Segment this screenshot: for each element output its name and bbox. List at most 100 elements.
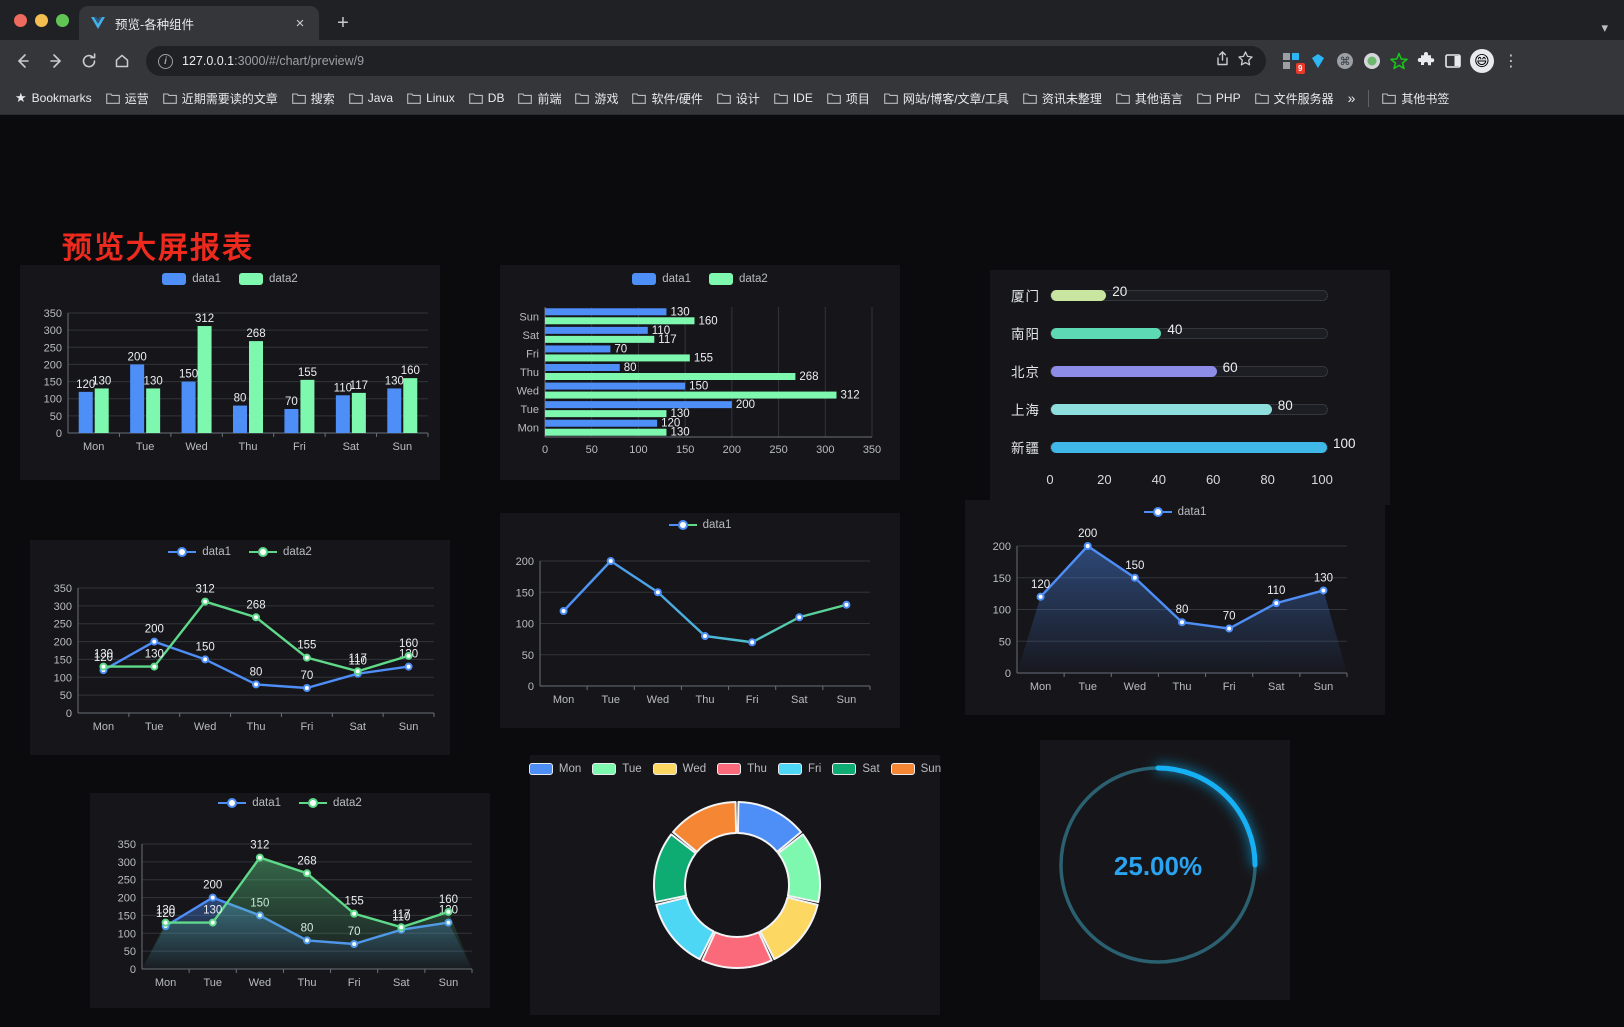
legend-item[interactable]: Tue <box>592 763 642 775</box>
bookmark-folder[interactable]: 资讯未整理 <box>1016 86 1109 111</box>
bookmarks-root[interactable]: ★ Bookmarks <box>8 86 99 110</box>
pie-slice[interactable] <box>701 931 773 969</box>
legend-item[interactable]: Mon <box>528 763 581 775</box>
legend-item-data1[interactable]: data1 <box>632 273 691 285</box>
data-point[interactable] <box>252 613 260 622</box>
bar[interactable] <box>146 388 161 433</box>
bar[interactable] <box>351 392 366 433</box>
bar[interactable] <box>545 354 690 362</box>
bookmark-folder[interactable]: PHP <box>1190 87 1248 109</box>
close-window-button[interactable] <box>14 13 27 27</box>
bookmark-folder[interactable]: 设计 <box>710 86 767 111</box>
chart-donut[interactable] <box>530 775 940 1000</box>
legend-item-data1[interactable]: data1 <box>668 519 731 531</box>
chart-area-single[interactable]: 0 50 100 150 200 Mon Tue Wed Thu Fri Sat Sun 120 200 1… <box>965 518 1385 708</box>
chart-line-dual[interactable]: 0 50 100 150 200 250 300 350 Mon Tue Wed Thu Fri Sat S… <box>30 558 450 748</box>
bar[interactable] <box>545 345 611 353</box>
chart-bar-vertical[interactable]: 050100150200250300350Mon120130Tue200130W… <box>20 285 440 470</box>
data-point[interactable] <box>748 638 757 647</box>
sidepanel-icon[interactable] <box>1443 51 1463 71</box>
back-button[interactable] <box>8 46 38 76</box>
data-point[interactable] <box>161 918 170 927</box>
bookmark-folder[interactable]: 运营 <box>99 86 156 111</box>
data-point[interactable] <box>350 909 359 918</box>
bar[interactable] <box>545 373 796 380</box>
bar[interactable] <box>94 388 109 433</box>
legend-item[interactable]: Sat <box>832 763 880 775</box>
maximize-window-button[interactable] <box>56 13 69 27</box>
green-star-icon[interactable] <box>1389 51 1409 71</box>
home-button[interactable] <box>107 46 137 76</box>
bar[interactable] <box>197 326 212 433</box>
legend-item[interactable]: Wed <box>652 763 706 775</box>
diamond-icon[interactable] <box>1308 51 1328 71</box>
bar[interactable] <box>545 364 620 371</box>
legend-item-data2[interactable]: data2 <box>709 273 768 285</box>
pie-slice[interactable] <box>777 833 821 904</box>
progress-track[interactable]: 40 <box>1050 322 1328 339</box>
bar[interactable] <box>545 391 837 399</box>
bookmark-folder[interactable]: 项目 <box>820 86 877 111</box>
bookmark-folder[interactable]: Java <box>342 87 400 109</box>
bar[interactable] <box>545 326 648 334</box>
data-point[interactable] <box>404 662 413 671</box>
bar[interactable] <box>181 381 196 433</box>
data-point[interactable] <box>208 893 217 902</box>
close-tab-button[interactable]: × <box>295 14 305 32</box>
legend-item[interactable]: Fri <box>777 763 821 775</box>
pie-slice[interactable] <box>759 896 819 961</box>
legend-item[interactable]: Sun <box>890 763 941 775</box>
data-point[interactable] <box>795 613 804 622</box>
bar[interactable] <box>403 378 418 433</box>
data-point[interactable] <box>701 632 709 640</box>
bookmark-folder[interactable]: 软件/硬件 <box>625 86 709 111</box>
bookmark-folder[interactable]: 搜索 <box>285 86 342 111</box>
bar[interactable] <box>387 388 402 433</box>
data-point[interactable] <box>1036 592 1045 601</box>
bar[interactable] <box>545 419 658 427</box>
bookmark-folder[interactable]: 前端 <box>511 86 568 111</box>
bookmark-folder[interactable]: 网站/博客/文章/工具 <box>877 86 1016 111</box>
bar[interactable] <box>545 410 667 418</box>
progress-track[interactable]: 100 <box>1050 436 1356 453</box>
progress-track[interactable]: 60 <box>1050 360 1328 377</box>
data-point[interactable] <box>201 597 210 606</box>
pie-slice[interactable] <box>736 801 802 853</box>
address-bar[interactable]: i 127.0.0.1:3000/#/chart/preview/9 <box>146 46 1266 76</box>
bar[interactable] <box>545 382 686 390</box>
data-line[interactable] <box>562 559 848 644</box>
bar[interactable] <box>545 308 667 316</box>
legend-item-data1[interactable]: data1 <box>168 546 231 558</box>
chart-area-dual[interactable]: 0 50 100 150 200 250 300 350 Mon Tue Wed Thu Fri Sat S… <box>90 809 490 1005</box>
data-point[interactable] <box>302 684 311 692</box>
bar[interactable] <box>130 364 145 433</box>
data-point[interactable] <box>842 600 851 609</box>
bookmark-folder[interactable]: DB <box>462 87 512 109</box>
minimize-window-button[interactable] <box>35 13 48 27</box>
green-circle-icon[interactable] <box>1362 51 1382 71</box>
data-point[interactable] <box>444 907 453 916</box>
data-point[interactable] <box>99 662 108 671</box>
bar[interactable] <box>300 379 315 433</box>
site-info-icon[interactable]: i <box>158 53 173 69</box>
chart-gauge[interactable]: 25.00% <box>1040 740 1290 1000</box>
data-point[interactable] <box>302 653 311 662</box>
bookmarks-overflow-button[interactable]: » <box>1347 90 1356 106</box>
pie-slice[interactable] <box>672 801 738 853</box>
data-point[interactable] <box>201 655 210 664</box>
data-point[interactable] <box>1319 586 1328 595</box>
bookmark-folder[interactable]: IDE <box>767 87 820 109</box>
data-point[interactable] <box>559 607 568 615</box>
bar[interactable] <box>545 317 695 325</box>
data-point[interactable] <box>1178 618 1186 627</box>
bar[interactable] <box>233 405 247 433</box>
data-point[interactable] <box>353 667 362 676</box>
data-point[interactable] <box>606 557 615 565</box>
bar[interactable] <box>249 341 263 433</box>
bar[interactable] <box>78 391 93 433</box>
browser-tab[interactable]: 预览-各种组件 × <box>79 6 319 40</box>
legend-item-data1[interactable]: data1 <box>218 797 281 809</box>
data-point[interactable] <box>1083 542 1092 550</box>
bookmark-folder[interactable]: 近期需要读的文章 <box>156 86 285 111</box>
